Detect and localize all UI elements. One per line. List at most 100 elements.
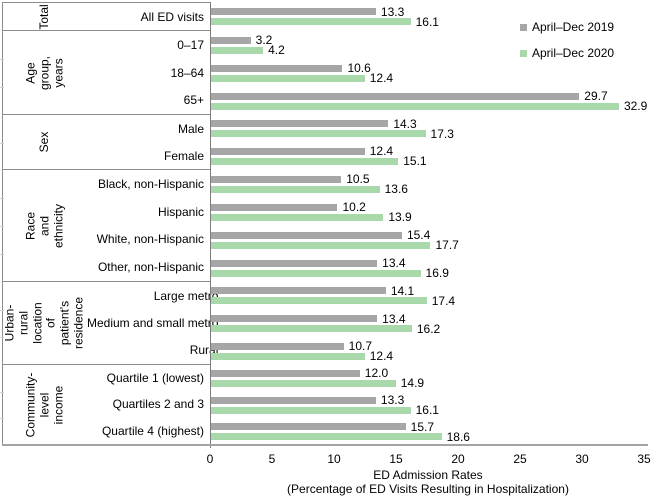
bar-line: 13.4: [211, 256, 646, 270]
x-tick-label: 25: [513, 452, 527, 466]
value-label: 13.4: [382, 256, 406, 270]
bar-line: 12.0: [211, 366, 646, 381]
bar-line: 16.1: [211, 14, 646, 29]
category-tick: [0, 337, 4, 338]
x-axis-title: ED Admission Rates (Percentage of ED Vis…: [210, 468, 646, 496]
category-label: All ED visits: [140, 9, 204, 24]
category-row: 14.1 17.4: [210, 282, 646, 310]
bar-line: 15.7: [211, 419, 646, 434]
category-row: 3.2 4.2: [210, 31, 647, 59]
value-label: 12.4: [369, 144, 394, 159]
value-label: 12.4: [369, 71, 394, 85]
group-label: Age group, years: [23, 55, 65, 90]
bar-2020: [211, 352, 365, 360]
bars-column: 12.0 14.9 13.3 16.1 15.7 18.6: [210, 365, 646, 445]
value-label: 13.6: [384, 182, 408, 196]
group-label-cell: Sex: [3, 115, 87, 169]
bar-2020: [211, 46, 264, 54]
category-label-panel: Race and ethnicity Black, non-Hispanic His…: [2, 170, 210, 282]
bar-line: 10.5: [211, 172, 646, 186]
category-group: Race and ethnicity Black, non-Hispanic His…: [2, 170, 646, 282]
value-label: 10.5: [346, 172, 370, 186]
bar-line: 17.7: [211, 239, 646, 251]
bar-2020: [211, 213, 384, 221]
bar-2019: [211, 259, 378, 267]
bar-line: 15.4: [211, 229, 646, 241]
bar-line: 15.1: [211, 155, 646, 167]
value-label: 13.3: [380, 393, 405, 407]
bar-line: 14.9: [211, 376, 646, 391]
bar-2020: [211, 433, 442, 441]
bar-line: 14.3: [211, 116, 646, 131]
group-label: Community- level income: [23, 372, 65, 437]
bar-2019: [211, 315, 378, 322]
bar-line: 14.1: [211, 285, 646, 297]
bar-2020: [211, 185, 380, 193]
bar-2020: [211, 130, 426, 138]
category-label-panel: Sex Male Female: [2, 115, 210, 170]
value-label: 15.7: [410, 419, 435, 434]
bar-2020: [211, 102, 619, 110]
value-label: 10.7: [348, 339, 373, 354]
bar-line: 10.7: [211, 339, 646, 354]
x-axis-title-line2: (Percentage of ED Visits Resulting in Ho…: [287, 482, 569, 496]
value-label: 14.3: [393, 116, 417, 131]
category-axis-line: [210, 2, 211, 448]
bar-2019: [211, 147, 365, 155]
value-label: 13.3: [380, 4, 405, 19]
category-tick: [0, 59, 4, 60]
category-label: Quartiles 2 and 3: [112, 397, 204, 412]
bar-2019: [211, 396, 376, 404]
category-label: Rural: [189, 343, 219, 358]
value-label: 14.9: [400, 376, 425, 391]
legend-label: April–Dec 2020: [532, 46, 615, 60]
value-label: 16.2: [416, 321, 441, 336]
group-label: Urban-rural location of patient's reside…: [2, 296, 86, 350]
category-label-column: Quartile 1 (lowest) Quartiles 2 and 3 Quar…: [87, 365, 210, 444]
group-label-cell: Urban-rural location of patient's reside…: [3, 282, 87, 364]
value-label: 29.7: [584, 89, 608, 103]
value-label: 13.4: [382, 311, 406, 326]
value-label: 12.0: [364, 366, 389, 381]
category-tick: [0, 254, 4, 255]
category-group: Sex Male Female 14.3 17.3 12.4 15.1: [2, 115, 646, 170]
bar-2019: [211, 203, 338, 211]
bar-line: 13.4: [211, 311, 646, 326]
bar-2019: [211, 342, 344, 350]
x-tick-label: 20: [451, 452, 465, 466]
bar-2019: [211, 8, 376, 15]
category-row: 12.4 15.1: [210, 143, 646, 171]
bar-2020: [211, 406, 411, 414]
category-label: Other, non-Hispanic: [97, 260, 204, 275]
bar-2020: [211, 241, 431, 249]
category-row: 10.5 13.6: [210, 170, 646, 198]
category-label-column: Male Female: [87, 115, 210, 169]
category-label-column: Black, non-Hispanic Hispanic White, non-Hi…: [87, 170, 210, 281]
legend-swatch-2020: [520, 49, 527, 57]
bar-line: 3.2: [211, 34, 647, 46]
plot-area: Total All ED visits 13.3 16.1 Age group, yea…: [2, 2, 647, 445]
group-label: Sex: [37, 131, 52, 153]
value-label: 16.1: [415, 14, 439, 29]
category-label-column: 0–17 18–64 65+: [87, 31, 210, 114]
bar-line: 29.7: [211, 89, 647, 103]
value-label: 10.6: [347, 61, 371, 75]
category-group: Urban-rural location of patient's reside…: [2, 282, 646, 365]
bar-2019: [211, 92, 580, 100]
value-label: 18.6: [446, 429, 470, 444]
bars-column: 10.5 13.6 10.2 13.9 15.4 17.7 13.4 16.9: [210, 170, 646, 282]
category-label: Hispanic: [157, 204, 204, 219]
category-tick: [0, 87, 4, 88]
bar-2019: [211, 287, 386, 295]
category-row: 15.4 17.7: [210, 226, 646, 254]
bar-line: 17.3: [211, 128, 646, 140]
bar-2020: [211, 269, 421, 277]
group-label-cell: Age group, years: [3, 31, 87, 114]
x-axis-title-line1: ED Admission Rates: [373, 468, 483, 482]
category-row: 12.0 14.9: [210, 365, 646, 392]
bar-2019: [211, 369, 360, 377]
category-row: 14.3 17.3: [210, 115, 646, 143]
bar-2020: [211, 74, 365, 82]
bar-2020: [211, 157, 399, 165]
